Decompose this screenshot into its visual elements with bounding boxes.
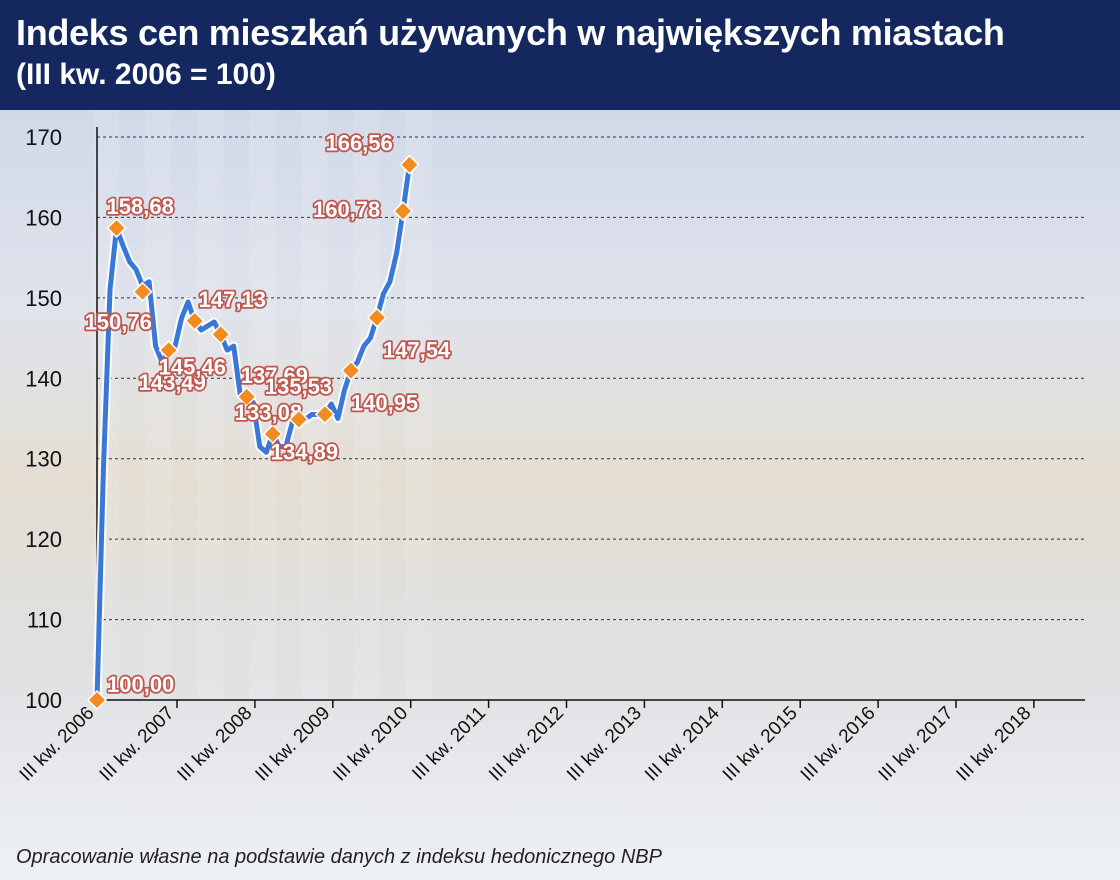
data-label: 143,49 [139, 370, 206, 395]
x-tick-label: III kw. 2016 [797, 703, 880, 786]
title-banner: Indeks cen mieszkań używanych w najwięks… [0, 0, 1120, 110]
data-point-marker [158, 340, 179, 361]
data-label: 150,76 [85, 310, 152, 335]
x-tick-label: III kw. 2013 [563, 703, 646, 786]
series-line [94, 162, 412, 703]
chart-subtitle: (III kw. 2006 = 100) [16, 58, 276, 91]
x-tick-label: III kw. 2009 [252, 703, 335, 786]
data-point-marker [184, 310, 205, 332]
data-point-marker [106, 217, 127, 239]
background-stripe [353, 110, 380, 700]
y-tick-label: 120 [25, 527, 62, 552]
data-label: 100,00 [107, 672, 174, 697]
data-point-marker [399, 154, 420, 175]
x-tick-label: III kw. 2011 [408, 703, 490, 785]
data-label: 134,89 [271, 439, 338, 464]
x-tick-label: III kw. 2014 [641, 702, 724, 785]
data-point-marker [210, 324, 231, 345]
data-label: 137,69 [241, 363, 308, 388]
x-tick-label: III kw. 2007 [96, 703, 179, 786]
y-tick-label: 130 [25, 447, 62, 472]
data-point-marker [340, 360, 361, 381]
data-point-marker [366, 307, 387, 328]
data-label: 135,53 [265, 374, 332, 399]
data-label: 140,95 [351, 391, 418, 416]
x-tick-label: III kw. 2008 [174, 703, 257, 786]
data-point-marker [236, 386, 257, 407]
x-tick-label: III kw. 2018 [953, 703, 1036, 786]
data-point-marker [132, 281, 153, 302]
data-label: 147,13 [199, 287, 266, 312]
x-tick-label: III kw. 2015 [719, 703, 802, 786]
y-tick-label: 170 [25, 125, 62, 150]
x-tick-label: III kw. 2010 [329, 703, 412, 786]
data-point-marker [86, 689, 108, 711]
background-stripe [145, 110, 172, 700]
data-label: 166,56 [325, 131, 392, 156]
background-stripe [301, 110, 328, 700]
data-label: 145,46 [159, 354, 226, 379]
data-point-marker [288, 409, 309, 430]
chart-title: Indeks cen mieszkań używanych w najwięks… [16, 12, 1005, 53]
y-tick-label: 140 [25, 366, 62, 391]
x-tick-label: III kw. 2012 [485, 703, 568, 786]
y-tick-label: 160 [25, 205, 62, 230]
source-note: Opracowanie własne na podstawie danych z… [16, 846, 662, 868]
data-point-marker [314, 404, 335, 425]
data-label: 158,68 [107, 194, 174, 219]
x-tick-label: III kw. 2017 [875, 703, 958, 786]
y-tick-label: 110 [27, 608, 62, 633]
data-point-marker [392, 201, 414, 222]
y-tick-label: 150 [25, 286, 62, 311]
y-tick-label: 100 [25, 688, 62, 713]
data-point-marker [262, 423, 283, 445]
x-tick-label: III kw. 2006 [16, 703, 99, 786]
data-label: 160,78 [313, 197, 380, 222]
data-label: 147,54 [383, 338, 451, 363]
background-stripe [197, 110, 224, 700]
